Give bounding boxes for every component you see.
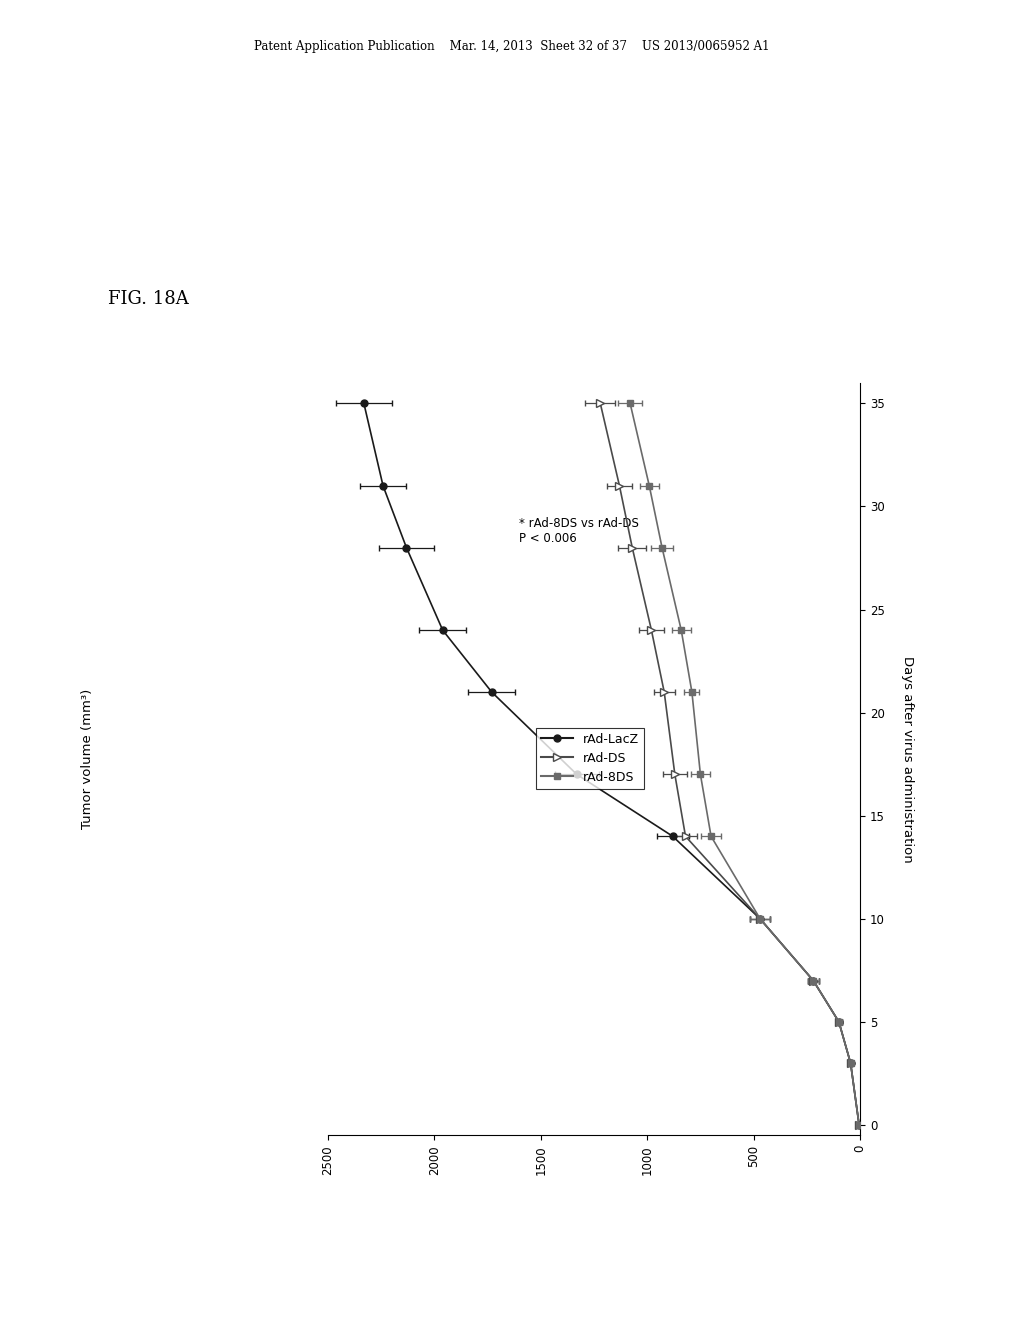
Y-axis label: Days after virus administration: Days after virus administration — [901, 656, 914, 862]
Text: Patent Application Publication    Mar. 14, 2013  Sheet 32 of 37    US 2013/00659: Patent Application Publication Mar. 14, … — [254, 40, 770, 53]
Text: FIG. 18A: FIG. 18A — [108, 290, 188, 309]
Text: Tumor volume (mm³): Tumor volume (mm³) — [81, 689, 93, 829]
Text: * rAd-8DS vs rAd-DS
P < 0.006: * rAd-8DS vs rAd-DS P < 0.006 — [519, 517, 639, 545]
Legend: rAd-LacZ, rAd-DS, rAd-8DS: rAd-LacZ, rAd-DS, rAd-8DS — [537, 727, 644, 789]
